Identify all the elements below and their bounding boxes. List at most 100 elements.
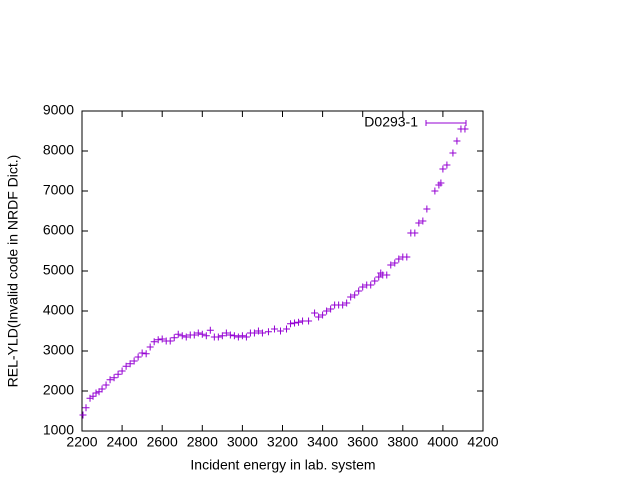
x-tick-label: 3600 (347, 434, 378, 450)
data-point (339, 301, 347, 309)
data-point (343, 299, 351, 307)
data-point (142, 350, 150, 358)
data-point (327, 305, 335, 313)
data-point (270, 325, 278, 333)
y-tick-label: 3000 (43, 342, 74, 358)
data-point (439, 165, 447, 173)
data-point (242, 333, 250, 341)
data-point (114, 370, 122, 378)
legend-label: D0293-1 (364, 114, 418, 130)
data-point (122, 362, 130, 370)
data-point (305, 317, 313, 325)
data-point (287, 320, 295, 328)
data-point (202, 332, 210, 340)
data-point (230, 332, 238, 340)
data-point (214, 333, 222, 341)
data-point (254, 327, 262, 335)
x-tick-label: 3800 (387, 434, 418, 450)
data-point (419, 217, 427, 225)
x-tick-label: 4000 (427, 434, 458, 450)
data-point (395, 255, 403, 263)
data-point (375, 273, 383, 281)
data-point (295, 318, 303, 326)
data-point (264, 328, 272, 336)
data-point (411, 229, 419, 237)
data-point (206, 326, 214, 334)
data-point (198, 330, 206, 338)
legend-sample (425, 120, 467, 126)
data-point (138, 349, 146, 357)
data-point (355, 287, 363, 295)
x-tick-label: 2400 (107, 434, 138, 450)
data-point (443, 161, 451, 169)
data-point (98, 385, 106, 393)
data-point (415, 219, 423, 227)
data-point (391, 259, 399, 267)
data-point (258, 329, 266, 337)
x-tick-label: 3400 (307, 434, 338, 450)
x-tick-label: 2200 (66, 434, 97, 450)
x-tick-label: 2600 (147, 434, 178, 450)
data-point (190, 331, 198, 339)
y-tick-label: 2000 (43, 382, 74, 398)
x-tick-label: 2800 (187, 434, 218, 450)
data-point (110, 374, 118, 382)
data-point (234, 333, 242, 341)
data-point (106, 376, 114, 384)
data-point (347, 293, 355, 301)
x-axis-label: Incident energy in lab. system (190, 457, 375, 473)
data-point (371, 277, 379, 285)
y-tick-label: 4000 (43, 302, 74, 318)
data-point (82, 404, 90, 412)
data-point (130, 357, 138, 365)
plot-border (81, 110, 484, 432)
data-point (79, 411, 87, 419)
data-point (461, 125, 469, 133)
data-point (158, 335, 166, 343)
data-point (146, 343, 154, 351)
data-point (283, 325, 291, 333)
data-point (222, 329, 230, 337)
y-axis-label: REL-YLD(Invalid code in NRDF Dict.) (5, 155, 21, 388)
data-point (387, 261, 395, 269)
data-point (383, 271, 391, 279)
data-point (311, 309, 319, 317)
data-point (126, 360, 134, 368)
data-point (351, 291, 359, 299)
data-point (453, 137, 461, 145)
data-point (250, 329, 258, 337)
data-point (423, 205, 431, 213)
data-point (194, 329, 202, 337)
y-tick-label: 9000 (43, 102, 74, 118)
y-tick-label: 5000 (43, 262, 74, 278)
data-point (319, 311, 327, 319)
x-tick-label: 3000 (227, 434, 258, 450)
data-point (299, 317, 307, 325)
data-point (92, 389, 100, 397)
data-point (118, 367, 126, 375)
y-tick-label: 7000 (43, 182, 74, 198)
data-point (238, 332, 246, 340)
data-point (437, 179, 445, 187)
data-point (134, 353, 142, 361)
y-tick-label: 6000 (43, 222, 74, 238)
data-point (182, 333, 190, 341)
data-point (170, 334, 178, 342)
data-point (403, 253, 411, 261)
y-tick-label: 1000 (43, 422, 74, 438)
data-point (226, 331, 234, 339)
data-point (367, 281, 375, 289)
data-point (449, 149, 457, 157)
data-point (276, 327, 284, 335)
data-point (291, 319, 299, 327)
data-point (431, 187, 439, 195)
data-point (315, 313, 323, 321)
data-point (174, 330, 182, 338)
data-point (178, 332, 186, 340)
data-point (102, 381, 110, 389)
data-point (359, 283, 367, 291)
data-point (150, 338, 158, 346)
y-tick-label: 8000 (43, 142, 74, 158)
data-point (166, 337, 174, 345)
